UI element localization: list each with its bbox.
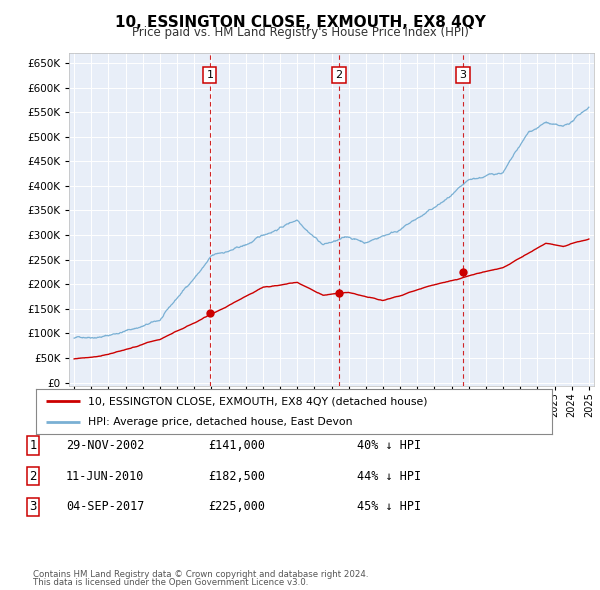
Text: 45% ↓ HPI: 45% ↓ HPI bbox=[357, 500, 421, 513]
Text: 3: 3 bbox=[460, 70, 467, 80]
Text: 2: 2 bbox=[29, 470, 37, 483]
Text: 3: 3 bbox=[29, 500, 37, 513]
Text: 2: 2 bbox=[335, 70, 343, 80]
Text: £225,000: £225,000 bbox=[209, 500, 265, 513]
Text: 29-NOV-2002: 29-NOV-2002 bbox=[66, 439, 144, 452]
Text: 40% ↓ HPI: 40% ↓ HPI bbox=[357, 439, 421, 452]
Text: £182,500: £182,500 bbox=[209, 470, 265, 483]
Text: Contains HM Land Registry data © Crown copyright and database right 2024.: Contains HM Land Registry data © Crown c… bbox=[33, 571, 368, 579]
Text: HPI: Average price, detached house, East Devon: HPI: Average price, detached house, East… bbox=[88, 417, 352, 427]
Text: 1: 1 bbox=[206, 70, 214, 80]
Text: 04-SEP-2017: 04-SEP-2017 bbox=[66, 500, 144, 513]
Text: £141,000: £141,000 bbox=[209, 439, 265, 452]
Text: 10, ESSINGTON CLOSE, EXMOUTH, EX8 4QY (detached house): 10, ESSINGTON CLOSE, EXMOUTH, EX8 4QY (d… bbox=[88, 396, 427, 407]
Text: This data is licensed under the Open Government Licence v3.0.: This data is licensed under the Open Gov… bbox=[33, 578, 308, 587]
Text: 10, ESSINGTON CLOSE, EXMOUTH, EX8 4QY: 10, ESSINGTON CLOSE, EXMOUTH, EX8 4QY bbox=[115, 15, 485, 30]
Text: 44% ↓ HPI: 44% ↓ HPI bbox=[357, 470, 421, 483]
Text: Price paid vs. HM Land Registry's House Price Index (HPI): Price paid vs. HM Land Registry's House … bbox=[131, 26, 469, 39]
Text: 11-JUN-2010: 11-JUN-2010 bbox=[66, 470, 144, 483]
Text: 1: 1 bbox=[29, 439, 37, 452]
